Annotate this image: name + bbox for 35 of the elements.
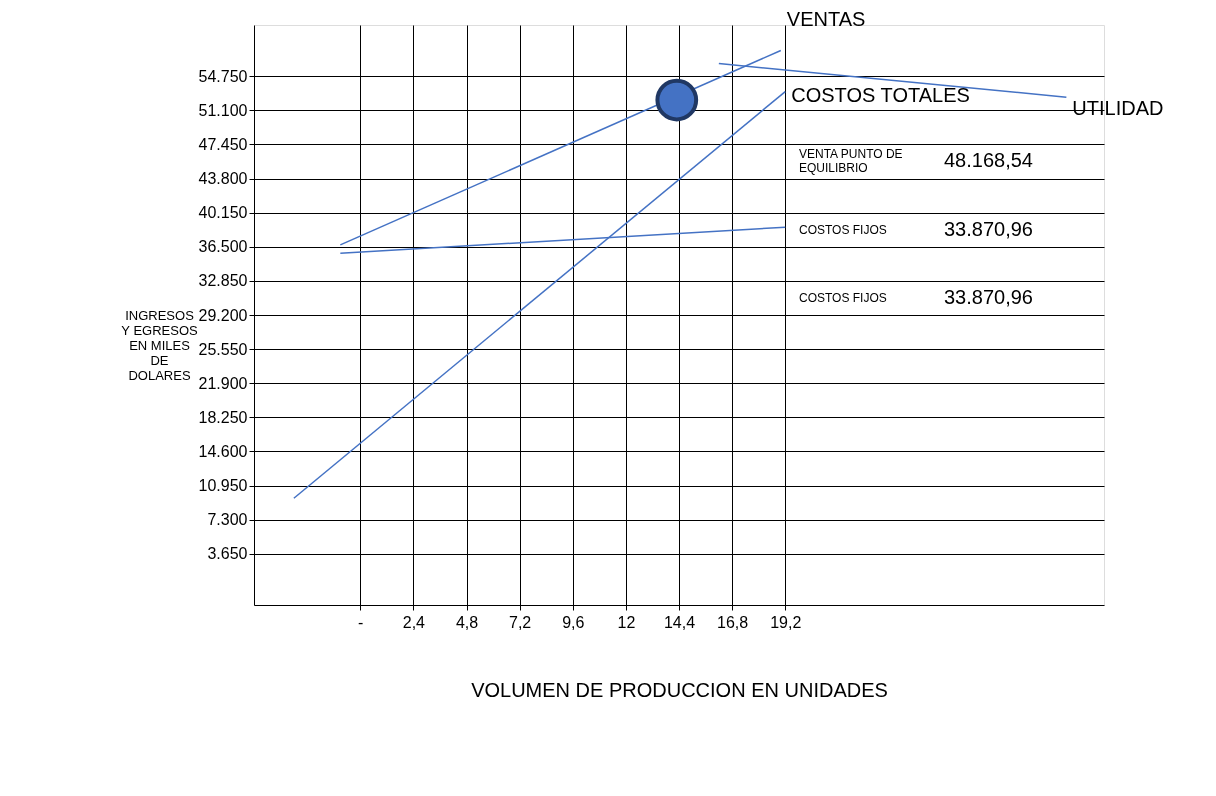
- annotation: VENTA PUNTO DE EQUILIBRIO: [799, 147, 903, 176]
- x-tick-label: 12: [617, 613, 636, 631]
- x-tick-label: -: [358, 613, 364, 631]
- y-tick-label: 47.450: [198, 135, 248, 153]
- x-tick-label: 7,2: [509, 613, 532, 631]
- annotation: COSTOS FIJOS: [799, 222, 887, 237]
- annotation: COSTOS FIJOS: [799, 290, 887, 305]
- series-label: COSTOS TOTALES: [791, 83, 970, 106]
- x-tick-label: 4,8: [455, 613, 479, 631]
- y-tick-label: 7.300: [207, 511, 248, 529]
- y-tick-label: 40.150: [198, 204, 248, 222]
- x-tick-label: 9,6: [562, 613, 585, 631]
- y-tick-label: 25.550: [198, 340, 248, 358]
- y-axis-title: INGRESOS Y EGRESOS EN MILES DE DOLARES: [121, 307, 198, 383]
- x-tick-label: 16,8: [717, 613, 749, 631]
- annotation: 33.870,96: [944, 285, 1033, 308]
- series-label: VENTAS: [786, 8, 866, 31]
- y-tick-label: 36.500: [198, 238, 248, 256]
- x-tick-label: 14,4: [663, 613, 696, 631]
- y-tick-label: 32.850: [198, 272, 248, 290]
- y-tick-label: 29.200: [198, 306, 248, 324]
- x-tick-label: 2,4: [402, 613, 426, 631]
- y-tick-label: 3.650: [207, 545, 248, 563]
- y-tick-label: 18.250: [198, 408, 248, 426]
- y-tick-label: 51.100: [198, 101, 248, 119]
- y-tick-label: 54.750: [198, 67, 248, 85]
- x-axis-title: VOLUMEN DE PRODUCCION EN UNIDADES: [471, 678, 888, 701]
- series-label: UTILIDAD: [1072, 97, 1164, 120]
- y-tick-label: 21.900: [198, 374, 248, 392]
- y-tick-label: 43.800: [198, 170, 248, 188]
- annotation: 33.870,96: [944, 217, 1033, 240]
- y-tick-label: 10.950: [198, 477, 248, 495]
- annotation: 48.168,54: [944, 149, 1033, 172]
- x-tick-label: 19,2: [770, 613, 802, 631]
- y-tick-label: 14.600: [198, 442, 248, 460]
